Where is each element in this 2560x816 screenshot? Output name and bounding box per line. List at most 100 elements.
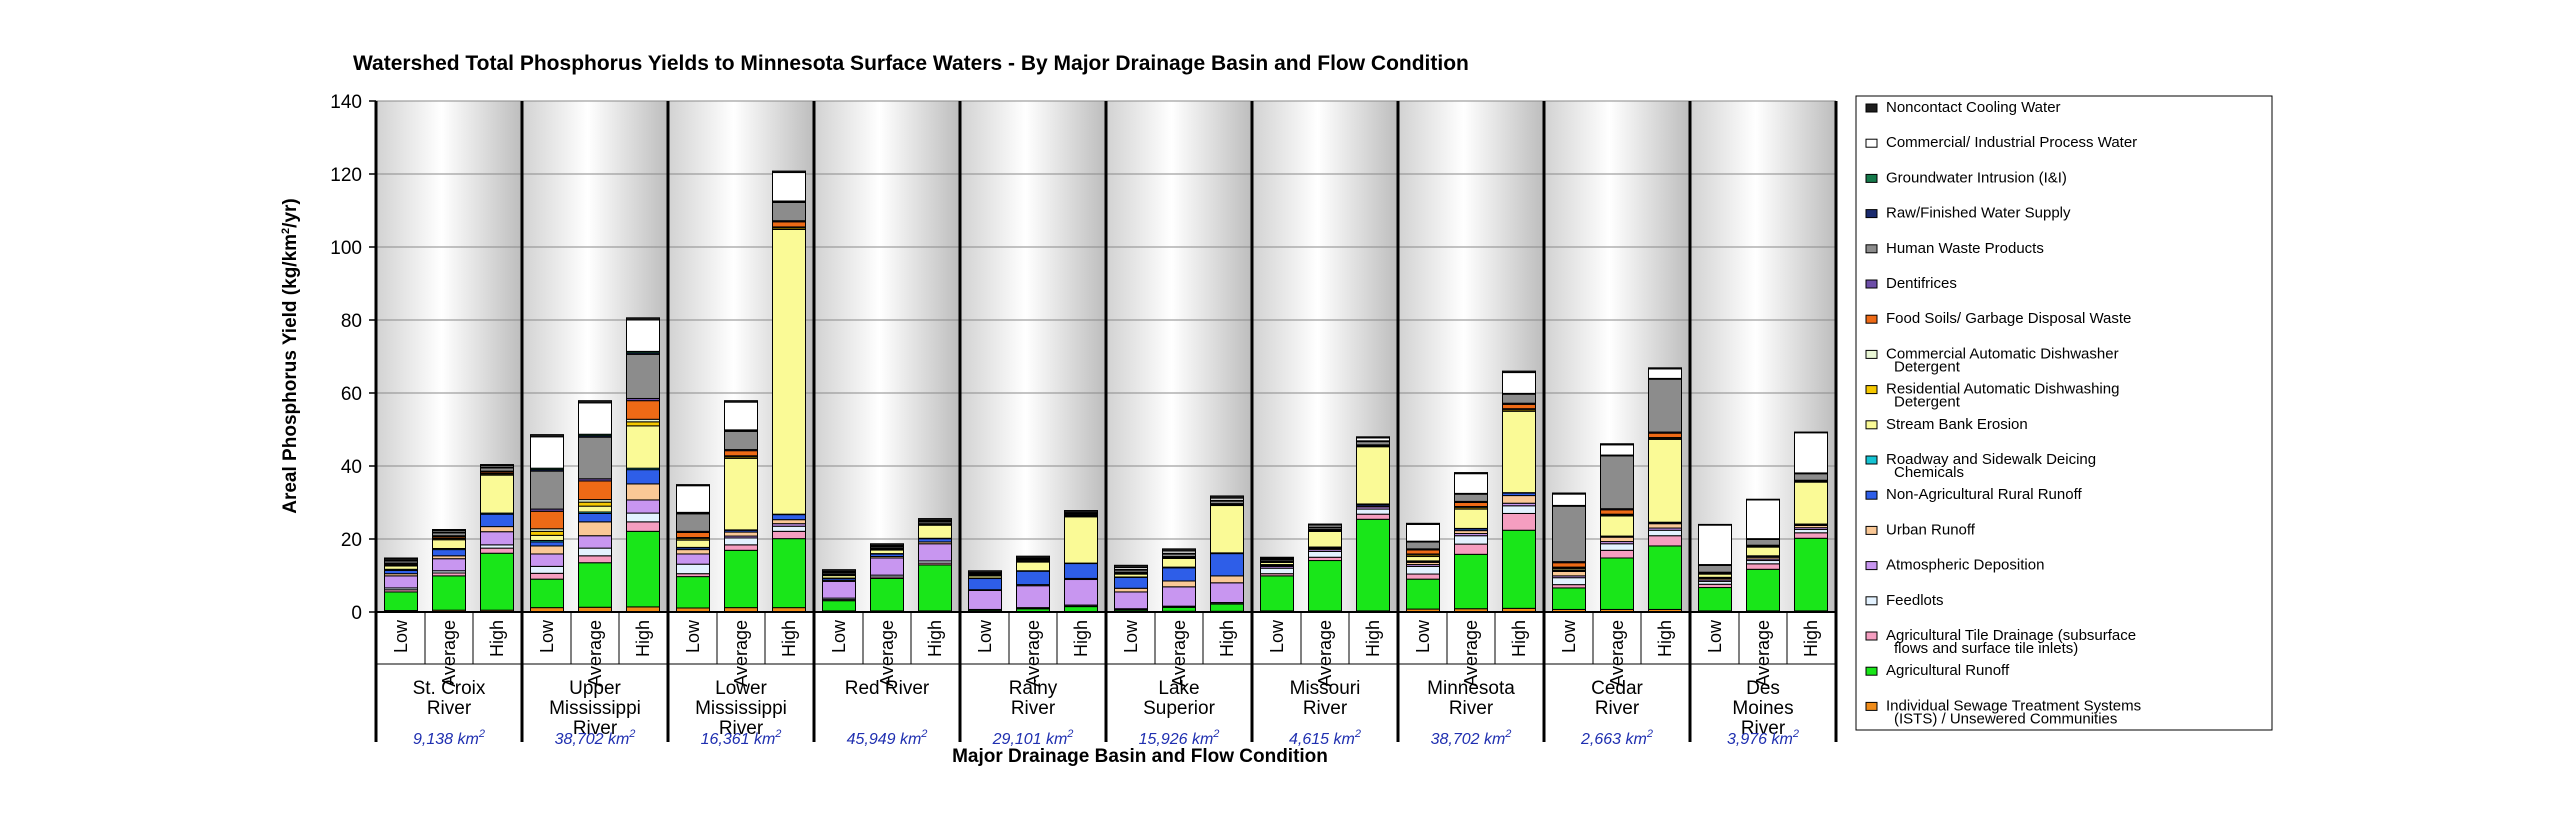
legend-label-human: Human Waste Products <box>1886 240 2044 257</box>
bar-segment-agro <box>432 575 466 611</box>
area-superscript: 2 <box>1354 728 1361 740</box>
bar-segment-bank <box>1648 438 1682 523</box>
basin-name: Cedar <box>1591 678 1643 699</box>
y-tick-label: 0 <box>351 603 362 624</box>
bar-segment-agro <box>1308 560 1342 612</box>
y-tick-label: 80 <box>341 311 362 332</box>
bar-segment-agro <box>384 591 418 612</box>
bar-segment-nonag <box>1210 553 1244 577</box>
bar-segment-cip <box>772 172 806 202</box>
legend-label-agro: Agricultural Runoff <box>1886 662 2010 679</box>
basin-area-label: 38,702 km2 <box>1431 728 1512 748</box>
area-superscript: 2 <box>1792 728 1799 740</box>
bar-segment-cip <box>1794 432 1828 474</box>
legend-swatch-cip <box>1865 138 1878 148</box>
legend-swatch-tile <box>1865 631 1878 641</box>
bar-segment-cip <box>626 319 660 352</box>
legend-label-gw: Groundwater Intrusion (I&I) <box>1886 169 2067 186</box>
bar-segment-agro <box>676 576 710 609</box>
bar-segment-agro <box>1454 553 1488 610</box>
flow-condition-label: Average <box>585 620 605 687</box>
bar-segment-human <box>1406 541 1440 550</box>
bar-segment-urban <box>1648 523 1682 529</box>
flow-condition-label: High <box>1363 620 1383 657</box>
bar-segment-agro <box>1552 587 1586 610</box>
legend-swatch-gw <box>1865 173 1878 183</box>
flow-condition-label: Low <box>1267 619 1287 653</box>
basin-name: River <box>1011 698 1056 719</box>
bar-segment-feed <box>1552 577 1586 586</box>
basin-name: Mississippi <box>549 698 641 719</box>
bar-segment-agro <box>1600 557 1634 610</box>
flow-condition-label: Average <box>1023 620 1043 687</box>
bar-segment-cip <box>1600 444 1634 456</box>
basin-name: Rainy <box>1009 678 1058 699</box>
bar-segment-cip <box>578 402 612 435</box>
bar-segment-atmo <box>1114 591 1148 610</box>
y-tick-label: 100 <box>330 238 362 259</box>
flow-condition-label: High <box>1801 620 1821 657</box>
bar-segment-ncw <box>1308 523 1342 526</box>
bar-segment-atmo <box>578 535 612 549</box>
flow-condition-label: Low <box>1559 619 1579 653</box>
flow-condition-label: Average <box>1461 620 1481 687</box>
bar-segment-agro <box>1210 603 1244 612</box>
bar-segment-ncw <box>1746 498 1780 501</box>
area-superscript: 2 <box>1066 728 1073 740</box>
basin-area-label: 2,663 km2 <box>1580 728 1653 748</box>
bar-segment-ncw <box>918 518 952 521</box>
flow-condition-label: Low <box>1413 619 1433 653</box>
bar-segment-resd <box>530 530 564 536</box>
bar-segment-ncw <box>772 170 806 174</box>
bar-segment-resd <box>626 421 660 427</box>
bar-segment-agro <box>822 600 856 612</box>
bar-segment-tile <box>1600 549 1634 559</box>
flow-condition-label: Low <box>391 619 411 653</box>
bar-segment-urban <box>772 519 806 525</box>
flow-condition-label: Average <box>1315 620 1335 687</box>
y-tick-label: 20 <box>341 530 362 551</box>
bar-segment-human <box>1698 564 1732 573</box>
basin-name: River <box>573 718 618 739</box>
bar-segment-atmo <box>968 589 1002 610</box>
area-superscript: 2 <box>628 728 635 740</box>
legend-swatch-water <box>1865 209 1878 219</box>
bar-segment-agro <box>1698 587 1732 612</box>
basin-area-label: 4,615 km2 <box>1289 728 1361 748</box>
basin-name: Lake <box>1158 678 1199 699</box>
flow-condition-label: Average <box>1607 620 1627 687</box>
bar-segment-human <box>1502 393 1536 404</box>
bar-segment-human <box>724 430 758 451</box>
basin-name: River <box>1449 698 1494 719</box>
bar-segment-resd <box>578 501 612 507</box>
basin-name: Lower <box>715 678 767 699</box>
legend-swatch-isds <box>1865 701 1878 711</box>
bar-segment-human <box>1600 455 1634 510</box>
bar-segment-agro <box>1502 529 1536 609</box>
bar-segment-ncw <box>1502 370 1536 374</box>
legend-swatch-bank <box>1865 420 1878 430</box>
bar-segment-ncw <box>676 484 710 487</box>
bar-segment-tile <box>1406 573 1440 580</box>
bar-segment-ncw <box>1356 436 1390 439</box>
y-axis-label-main: Areal Phosphorus Yield (kg/km <box>280 234 301 514</box>
bar-segment-bank <box>578 505 612 513</box>
legend-label-comd-line2: Detergent <box>1894 358 1961 375</box>
legend-label-nonag: Non-Agricultural Rural Runoff <box>1886 486 2082 503</box>
bar-segment-agro <box>918 564 952 612</box>
flow-condition-label: Average <box>877 620 897 687</box>
basin-name: Missouri <box>1290 678 1361 699</box>
basin-name: River <box>1595 698 1640 719</box>
bar-segment-atmo <box>1210 582 1244 604</box>
legend-label-bank: Stream Bank Erosion <box>1886 416 2028 433</box>
bar-segment-food <box>1406 549 1440 555</box>
bar-segment-ncw <box>1454 472 1488 475</box>
legend-label-comd: Commercial Automatic Dishwasher <box>1886 345 2119 362</box>
legend-label-feed: Feedlots <box>1886 592 1944 609</box>
legend-label-resd: Residential Automatic Dishwashing <box>1886 381 2119 398</box>
bar-segment-tile <box>1502 512 1536 531</box>
bar-segment-nonag <box>578 512 612 523</box>
x-axis-label: Major Drainage Basin and Flow Condition <box>952 746 1328 767</box>
bar-segment-agro <box>1064 606 1098 613</box>
bar-segment-nonag <box>968 577 1002 591</box>
